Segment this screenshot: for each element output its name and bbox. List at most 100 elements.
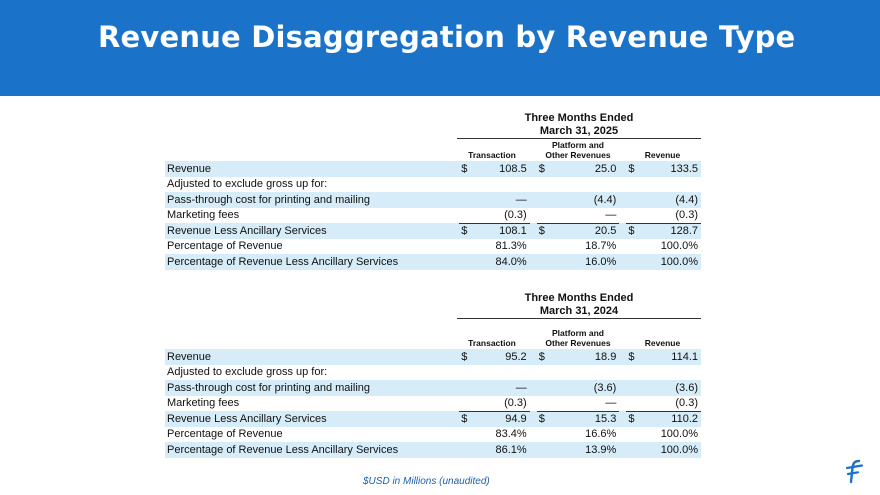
- col-revenue-header: Revenue: [644, 338, 681, 348]
- spacer: [452, 427, 459, 443]
- spacer: [452, 161, 460, 177]
- currency-symbol: $: [536, 349, 549, 365]
- revenue-value: 128.7: [638, 223, 701, 239]
- revenue-value: 100.0%: [638, 254, 701, 270]
- currency-symbol: [626, 365, 638, 381]
- spacer: [452, 442, 460, 458]
- currency-symbol: $: [626, 161, 639, 177]
- spacer: [452, 411, 460, 427]
- col-platform-line2: Other Revenues: [545, 150, 611, 160]
- col-platform-header: Platform and Other Revenues: [537, 328, 619, 348]
- currency-symbol: $: [459, 349, 472, 365]
- row-label: Adjusted to exclude gross up for:: [167, 178, 328, 191]
- revenue-table-2024: Three Months Ended March 31, 2024 Platfo…: [165, 292, 701, 462]
- currency-symbol: [536, 395, 549, 412]
- currency-symbol: [459, 177, 471, 193]
- title-banner: Revenue Disaggregation by Revenue Type: [0, 0, 880, 96]
- currency-symbol: [626, 239, 638, 255]
- spacer: [619, 396, 626, 412]
- currency-symbol: [626, 380, 639, 396]
- spacer: [529, 223, 537, 239]
- revenue-value: 114.1: [638, 349, 701, 365]
- spacer: [619, 380, 627, 396]
- col-revenue-header: Revenue: [644, 150, 681, 160]
- spacer: [529, 254, 537, 270]
- currency-symbol: $: [536, 411, 549, 427]
- col-platform-line1: Platform and: [552, 140, 604, 150]
- table-row: Marketing fees (0.3) — (0.3): [165, 395, 701, 412]
- table-row: Pass-through cost for printing and maili…: [165, 380, 701, 396]
- spacer: [452, 223, 460, 239]
- currency-symbol: [536, 442, 549, 458]
- revenue-value: 100.0%: [638, 442, 701, 458]
- row-label: Percentage of Revenue: [167, 240, 283, 253]
- flywire-logo-icon: [845, 459, 864, 484]
- table-row: Marketing fees (0.3) — (0.3): [165, 207, 701, 224]
- transaction-value: —: [471, 192, 530, 208]
- spacer: [452, 380, 460, 396]
- spacer: [529, 442, 537, 458]
- transaction-value: (0.3): [471, 395, 530, 412]
- spacer: [619, 239, 626, 255]
- platform-value: 16.0%: [548, 254, 620, 270]
- currency-symbol: [459, 395, 472, 412]
- currency-symbol: $: [459, 411, 472, 427]
- spacer: [529, 380, 537, 396]
- transaction-value: [471, 365, 529, 381]
- platform-value: (3.6): [548, 380, 620, 396]
- spacer: [452, 208, 459, 224]
- table-row: Percentage of Revenue Less Ancillary Ser…: [165, 254, 701, 270]
- revenue-value: 110.2: [638, 411, 701, 427]
- currency-symbol: [626, 207, 639, 224]
- currency-symbol: [537, 365, 549, 381]
- spacer: [530, 239, 537, 255]
- revenue-value: 100.0%: [660, 428, 698, 441]
- revenue-value: (0.3): [638, 207, 701, 224]
- platform-value: 16.6%: [585, 428, 617, 441]
- table-row: Pass-through cost for printing and maili…: [165, 192, 701, 208]
- currency-symbol: $: [536, 161, 549, 177]
- currency-symbol: [459, 254, 472, 270]
- table-row: Revenue $108.5 $25.0 $133.5: [165, 161, 701, 177]
- spacer: [452, 349, 460, 365]
- spacer: [619, 223, 627, 239]
- financial-table: Revenue $95.2 $18.9 $114.1 Adjusted to exclu…: [165, 349, 701, 458]
- row-label: Revenue: [165, 349, 453, 365]
- table-row: Adjusted to exclude gross up for:: [165, 177, 701, 193]
- period-line1: Three Months Ended: [524, 112, 634, 124]
- platform-value: [549, 177, 620, 193]
- col-transaction-header: Transaction: [468, 338, 516, 348]
- spacer: [619, 208, 626, 224]
- period-header: Three Months Ended March 31, 2025: [457, 112, 701, 138]
- spacer: [529, 192, 537, 208]
- spacer: [619, 411, 627, 427]
- row-label: Pass-through cost for printing and maili…: [165, 380, 453, 396]
- transaction-value: 84.0%: [471, 254, 530, 270]
- row-label: Percentage of Revenue: [167, 428, 283, 441]
- spacer: [529, 411, 537, 427]
- transaction-value: 83.4%: [495, 428, 527, 441]
- period-rule: [457, 318, 701, 319]
- spacer: [452, 177, 459, 193]
- currency-symbol: $: [459, 161, 472, 177]
- transaction-value: (0.3): [471, 207, 530, 224]
- revenue-value: [638, 365, 701, 381]
- currency-symbol: [537, 427, 549, 443]
- col-platform-header: Platform and Other Revenues: [537, 140, 619, 160]
- page-title: Revenue Disaggregation by Revenue Type: [98, 20, 796, 54]
- currency-symbol: [536, 207, 549, 224]
- currency-symbol: [536, 192, 549, 208]
- currency-symbol: [536, 380, 549, 396]
- row-label: Marketing fees: [167, 397, 240, 410]
- period-header: Three Months Ended March 31, 2024: [457, 292, 701, 318]
- currency-symbol: [459, 239, 471, 255]
- revenue-value: (3.6): [638, 380, 701, 396]
- period-line1: Three Months Ended: [524, 292, 634, 304]
- table-row: Percentage of Revenue 81.3% 18.7% 100.0%: [165, 239, 701, 255]
- table-row: Revenue Less Ancillary Services $94.9 $15.…: [165, 411, 701, 427]
- spacer: [619, 365, 626, 381]
- transaction-value: 94.9: [471, 411, 530, 427]
- spacer: [530, 208, 537, 224]
- currency-symbol: [626, 192, 639, 208]
- table-row: Revenue $95.2 $18.9 $114.1: [165, 349, 701, 365]
